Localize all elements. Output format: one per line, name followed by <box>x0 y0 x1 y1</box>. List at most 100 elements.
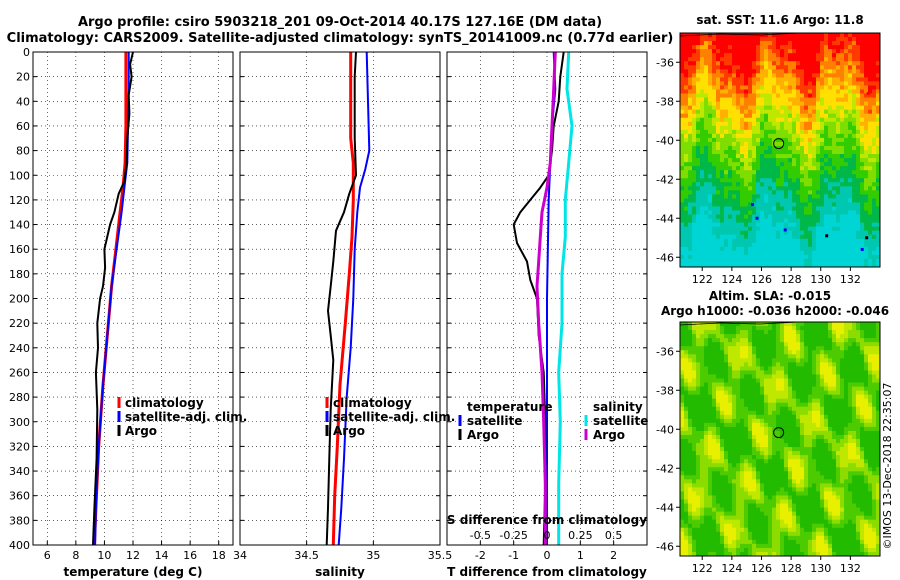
difference-secondary-tick-label: 0.25 <box>568 529 593 542</box>
sst-pixel <box>732 101 737 107</box>
sst-pixel <box>788 97 793 103</box>
sst-pixel <box>796 101 801 107</box>
sst-pixel <box>792 133 797 139</box>
sst-pixel <box>788 162 793 167</box>
sst-pixel <box>868 158 873 163</box>
sla-pixel <box>764 451 769 456</box>
sst-pixel <box>844 150 849 155</box>
sst-pixel <box>860 121 865 127</box>
sst-pixel <box>876 133 880 139</box>
sst-pixel <box>808 129 813 135</box>
sst-pixel <box>788 178 793 183</box>
sla-pixel <box>740 511 745 517</box>
sla-pixel <box>688 414 693 420</box>
sst-pixel <box>864 218 869 224</box>
sla-pixel <box>688 326 693 331</box>
difference-plot-frame <box>446 51 648 546</box>
sst-pixel <box>844 254 849 260</box>
sla-pixel <box>700 422 705 428</box>
sst-pixel <box>832 85 837 91</box>
sla-pixel <box>736 503 741 509</box>
sst-pixel <box>768 61 773 66</box>
sst-pixel <box>872 154 877 159</box>
sst-pixel <box>876 89 880 95</box>
sst-pixel <box>760 65 765 70</box>
sst-pixel <box>696 242 701 248</box>
sst-pixel <box>740 61 745 66</box>
sst-pixel <box>868 101 873 107</box>
sla-pixel <box>732 511 737 517</box>
sla-pixel <box>680 330 685 335</box>
sst-pixel <box>808 198 813 204</box>
sst-pixel <box>684 262 689 267</box>
sla-pixel <box>712 475 717 480</box>
sst-pixel <box>748 190 753 195</box>
sla-pixel <box>716 366 721 372</box>
sst-pixel <box>764 202 769 208</box>
sst-pixel <box>860 174 865 179</box>
sla-pixel <box>732 414 737 420</box>
sst-pixel <box>764 218 769 224</box>
sst-pixel <box>688 93 693 99</box>
sst-pixel <box>848 97 853 103</box>
sst-pixel <box>780 210 785 216</box>
sst-pixel <box>840 141 845 147</box>
sla-pixel <box>704 382 709 388</box>
sla-pixel <box>724 503 729 509</box>
sla-pixel <box>704 362 709 367</box>
sst-pixel <box>688 202 693 208</box>
sst-pixel <box>724 101 729 107</box>
sst-pixel <box>804 33 809 38</box>
sst-pixel <box>748 97 753 103</box>
sst-pixel <box>680 174 685 179</box>
sst-pixel <box>708 93 713 99</box>
sst-pixel <box>688 246 693 252</box>
sst-pixel <box>828 186 833 191</box>
sst-pixel <box>724 41 729 46</box>
sla-pixel <box>764 483 769 489</box>
sla-pixel <box>740 362 745 367</box>
difference-legend-salinity-item: satellite <box>593 414 648 428</box>
sla-pixel <box>720 523 725 529</box>
sst-pixel <box>768 57 773 62</box>
sla-pixel <box>708 439 713 444</box>
sst-pixel <box>832 57 837 62</box>
sla-pixel <box>780 495 785 501</box>
sst-pixel <box>832 105 837 111</box>
sla-pixel <box>684 439 689 444</box>
salinity-panel: 34 34.5 35 35.5salinityclimatologysatellite… <box>233 51 455 579</box>
sla-pixel <box>756 422 761 428</box>
sst-pixel <box>680 206 685 212</box>
sst-pixel <box>700 214 705 220</box>
sst-pixel <box>772 258 777 264</box>
sst-pixel <box>764 246 769 252</box>
sst-pixel <box>704 61 709 66</box>
depth-tick-label: 240 <box>9 342 30 355</box>
sst-pixel <box>844 214 849 220</box>
sst-pixel <box>820 141 825 147</box>
sst-pixel <box>872 65 877 70</box>
sst-pixel <box>760 137 765 143</box>
sst-pixel <box>756 238 761 244</box>
sla-pixel <box>792 410 797 416</box>
sst-pixel <box>760 198 765 204</box>
sst-pixel <box>748 137 753 143</box>
sla-pixel <box>788 354 793 359</box>
sst-pixel <box>876 226 880 232</box>
sst-pixel <box>680 73 685 78</box>
sla-pixel <box>736 382 741 388</box>
sst-pixel <box>748 238 753 244</box>
sla-pixel <box>740 418 745 424</box>
sst-pixel <box>864 242 869 248</box>
sst-pixel <box>684 89 689 95</box>
sst-pixel <box>720 121 725 127</box>
sla-pixel <box>728 334 733 339</box>
sst-pixel <box>808 150 813 155</box>
sla-pixel <box>756 511 761 517</box>
sla-pixel <box>752 414 757 420</box>
sst-pixel <box>740 45 745 50</box>
sla-pixel <box>796 322 801 327</box>
sla-pixel <box>692 374 697 380</box>
sst-pixel <box>728 262 733 267</box>
sla-pixel <box>756 386 761 392</box>
